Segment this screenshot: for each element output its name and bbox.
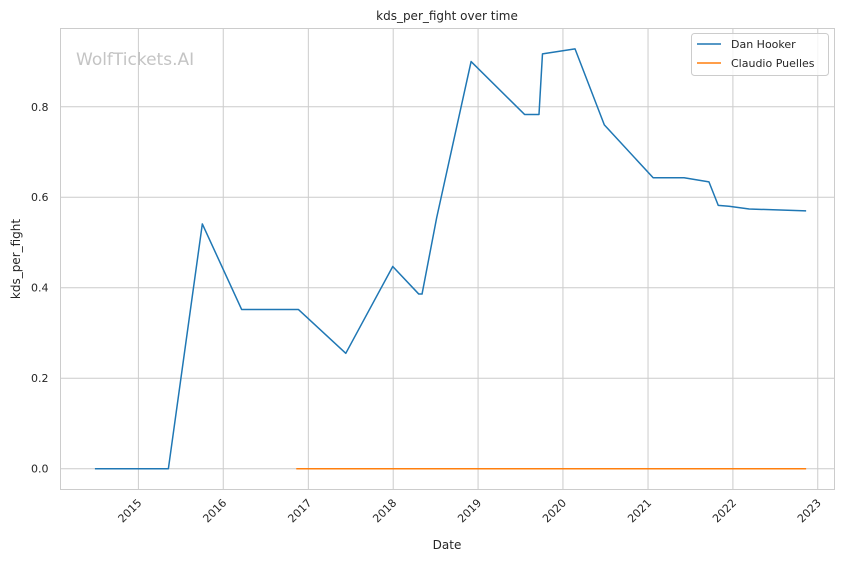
series-line-dan-hooker xyxy=(94,48,807,470)
x-tick-labels: 2015 2016 2017 2018 2019 2020 2021 2022 2023 xyxy=(116,496,824,525)
y-tick-label: 0.8 xyxy=(31,101,49,114)
plot-frame xyxy=(60,28,835,490)
y-tick-labels: 0.0 0.2 0.4 0.6 0.8 xyxy=(31,101,49,476)
y-tick-label: 0.2 xyxy=(31,372,49,385)
x-gridlines xyxy=(137,28,819,490)
legend-label-claudio-puelles: Claudio Puelles xyxy=(731,57,815,70)
y-tick-label: 0.0 xyxy=(31,463,49,476)
legend-label-dan-hooker: Dan Hooker xyxy=(731,38,796,51)
x-tick-label: 2017 xyxy=(285,496,314,525)
x-tick-label: 2023 xyxy=(795,496,824,525)
x-tick-label: 2020 xyxy=(540,496,569,525)
chart-title: kds_per_fight over time xyxy=(376,9,518,23)
y-axis-label: kds_per_fight xyxy=(9,219,23,300)
x-tick-label: 2022 xyxy=(710,496,739,525)
y-tick-label: 0.6 xyxy=(31,191,49,204)
x-tick-label: 2015 xyxy=(116,496,145,525)
x-axis-label: Date xyxy=(433,538,462,552)
series-lines xyxy=(94,48,807,470)
legend-box xyxy=(691,33,829,76)
x-tick-label: 2016 xyxy=(200,496,229,525)
x-tick-label: 2019 xyxy=(455,496,484,525)
y-tick-label: 0.4 xyxy=(31,282,49,295)
plot-area xyxy=(60,28,835,490)
watermark: WolfTickets.AI xyxy=(76,50,194,70)
legend: Dan Hooker Claudio Puelles xyxy=(691,33,829,76)
x-tick-label: 2021 xyxy=(625,496,654,525)
x-tick-label: 2018 xyxy=(370,496,399,525)
